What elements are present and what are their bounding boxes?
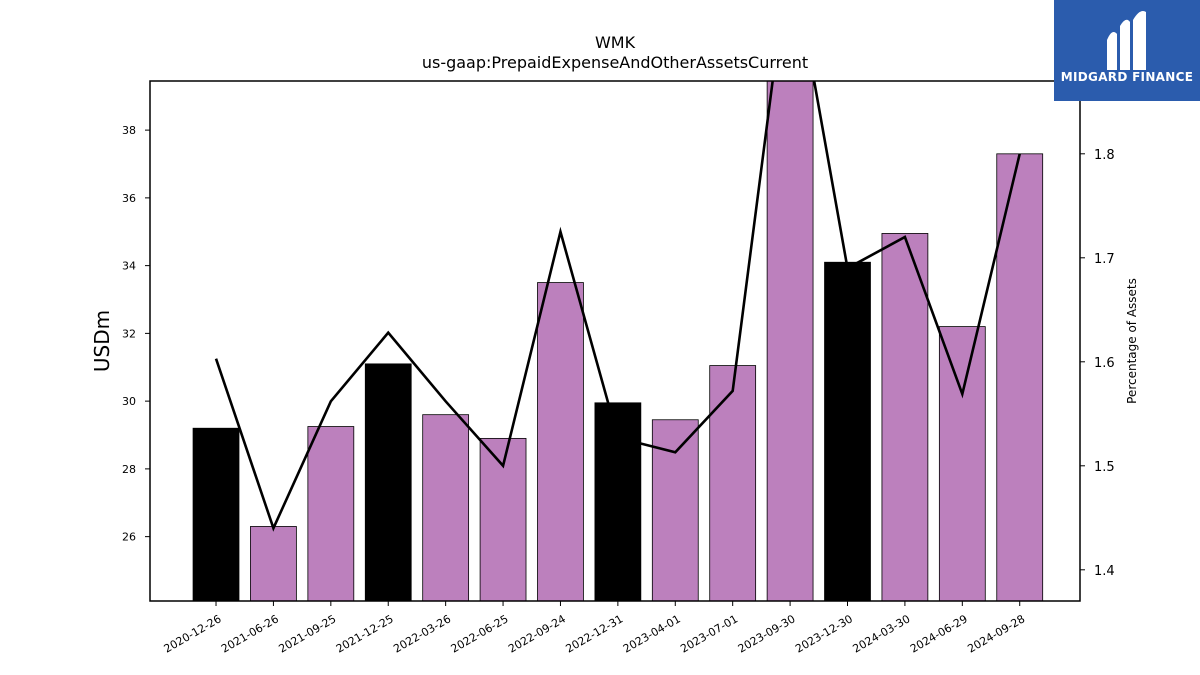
bar [766, 80, 814, 602]
y-tick-label: 30 [122, 395, 136, 408]
bar [824, 261, 871, 602]
y-tick-label: 28 [122, 463, 136, 476]
y2-tick-label: 1.4 [1094, 564, 1115, 579]
y-tick-label: 38 [122, 124, 136, 137]
x-tick-label: 2021-12-25 [334, 612, 396, 655]
series-line [214, 81, 1021, 532]
chart-title: WMK [595, 33, 636, 52]
bar [594, 402, 642, 602]
y-tick-label: 36 [122, 192, 136, 205]
chart-subtitle: us-gaap:PrepaidExpenseAndOtherAssetsCurr… [422, 53, 808, 72]
bar [938, 326, 986, 602]
bar [422, 414, 470, 602]
x-tick-label: 2024-06-29 [908, 612, 970, 655]
bar [881, 233, 929, 602]
bar [307, 426, 355, 602]
bar [192, 427, 240, 602]
x-tick-label: 2024-09-28 [965, 612, 1027, 655]
x-tick-label: 2023-07-01 [678, 612, 740, 655]
y2-tick-label: 1.6 [1094, 356, 1115, 371]
x-tick-label: 2024-03-30 [851, 612, 913, 655]
y2-tick-label: 1.8 [1094, 148, 1115, 163]
x-tick-label: 2022-06-25 [449, 612, 511, 655]
x-tick-label: 2023-09-30 [736, 612, 798, 655]
x-tick-label: 2022-09-24 [506, 612, 568, 655]
x-tick-label: 2022-03-26 [391, 612, 453, 655]
left-axis-ticks: 26 28 30 32 34 36 38 [122, 124, 150, 544]
y-axis-label: USDm [90, 310, 114, 372]
bar [709, 365, 757, 602]
x-tick-label: 2022-12-31 [563, 612, 625, 655]
x-tick-label: 2023-04-01 [621, 612, 683, 655]
x-tick-label: 2021-09-25 [276, 612, 338, 655]
y-tick-label: 34 [122, 260, 136, 273]
logo: MIDGARD FINANCE [1054, 0, 1200, 101]
logo-mark-icon [1107, 11, 1146, 70]
x-tick-label: 2020-12-26 [162, 612, 224, 655]
bar-group [192, 80, 1044, 602]
x-tick-label: 2021-06-26 [219, 612, 281, 655]
bar [537, 282, 584, 602]
y-tick-label: 26 [122, 531, 136, 544]
bar [364, 363, 412, 602]
logo-text: MIDGARD FINANCE [1061, 70, 1193, 84]
y2-tick-label: 1.5 [1094, 460, 1115, 475]
x-tick-label: 2023-12-30 [793, 612, 855, 655]
y-tick-label: 32 [122, 327, 136, 340]
right-axis-ticks: 1.4 1.5 1.6 1.7 1.8 [1080, 148, 1115, 579]
bar [651, 419, 699, 602]
plot-frame [149, 80, 1081, 602]
x-axis-ticks: 2020-12-262021-06-262021-09-252021-12-25… [162, 601, 1027, 656]
bar [250, 526, 297, 602]
y2-tick-label: 1.7 [1094, 252, 1115, 267]
y2-axis-label: Percentage of Assets [1125, 278, 1139, 404]
line-group [214, 81, 1021, 532]
